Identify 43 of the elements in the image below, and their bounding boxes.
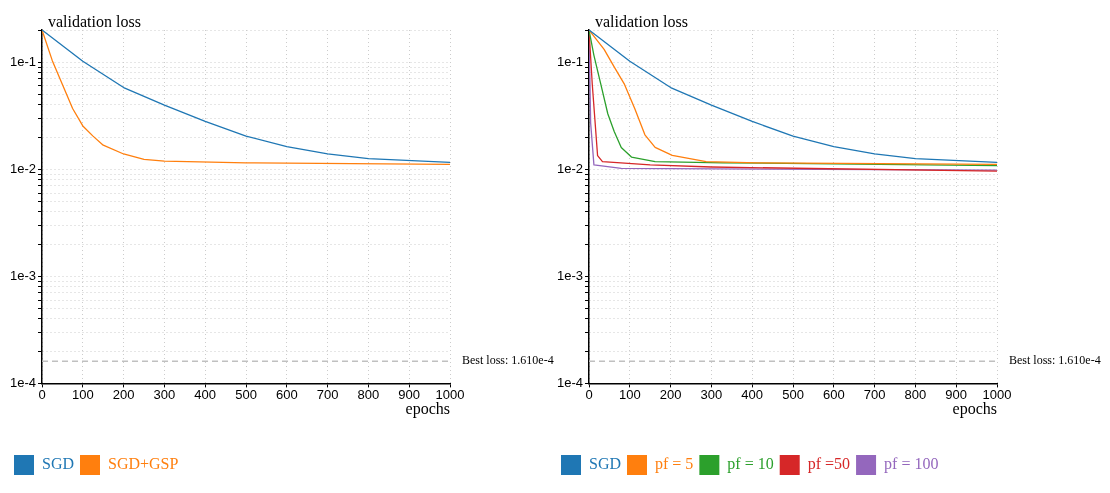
x-tick-label: 200	[659, 386, 682, 402]
x-tick-label: 300	[153, 386, 176, 402]
text: Best loss: 1.610e-4	[462, 353, 554, 368]
y-tick-label: 1e-2	[556, 160, 584, 176]
y-axis-title: validation loss	[595, 13, 688, 31]
x-tick-label: 600	[275, 386, 298, 402]
x-axis-title: epochs	[405, 399, 450, 418]
legend-label: pf = 100	[884, 455, 939, 474]
x-tick-label: 200	[112, 386, 135, 402]
x-tick-label: 800	[904, 386, 927, 402]
y-tick-label: 1e-1	[9, 53, 37, 69]
y-tick-label: 1e-2	[9, 160, 37, 176]
y-tick-label: 1e-4	[556, 374, 584, 390]
y-axis-title: validation loss	[48, 13, 141, 31]
x-tick-label: 0	[585, 386, 593, 402]
x-tick-label: 700	[863, 386, 886, 402]
x-tick-label: 500	[782, 386, 804, 402]
legend-label: SGD	[589, 455, 622, 473]
x-tick-label: 600	[822, 386, 845, 402]
legend-label: pf =50	[807, 455, 851, 474]
x-tick-label: 700	[316, 386, 339, 402]
x-tick-label: 1000	[982, 386, 1012, 402]
legend-label: pf = 5	[655, 455, 694, 474]
x-tick-label: 0	[38, 386, 46, 402]
x-tick-label: 100	[618, 386, 641, 402]
y-tick-label: 1e-4	[9, 374, 37, 390]
x-tick-label: 500	[235, 386, 257, 402]
legend-label: SGD+GSP	[108, 455, 179, 473]
y-tick-label: 1e-3	[9, 267, 37, 283]
legend-label: pf = 10	[727, 455, 774, 474]
x-tick-label: 800	[357, 386, 380, 402]
x-tick-label: 400	[741, 386, 764, 402]
x-tick-label: 900	[945, 386, 968, 402]
x-tick-label: 300	[700, 386, 723, 402]
x-tick-label: 100	[71, 386, 94, 402]
y-tick-label: 1e-3	[556, 267, 584, 283]
y-tick-label: 1e-1	[556, 53, 584, 69]
text: Best loss: 1.610e-4	[1009, 353, 1101, 368]
x-tick-label: 400	[194, 386, 217, 402]
x-axis-title: epochs	[952, 399, 997, 418]
x-tick-label: 900	[398, 386, 421, 402]
legend-label: SGD	[42, 455, 75, 473]
x-tick-label: 1000	[435, 386, 465, 402]
